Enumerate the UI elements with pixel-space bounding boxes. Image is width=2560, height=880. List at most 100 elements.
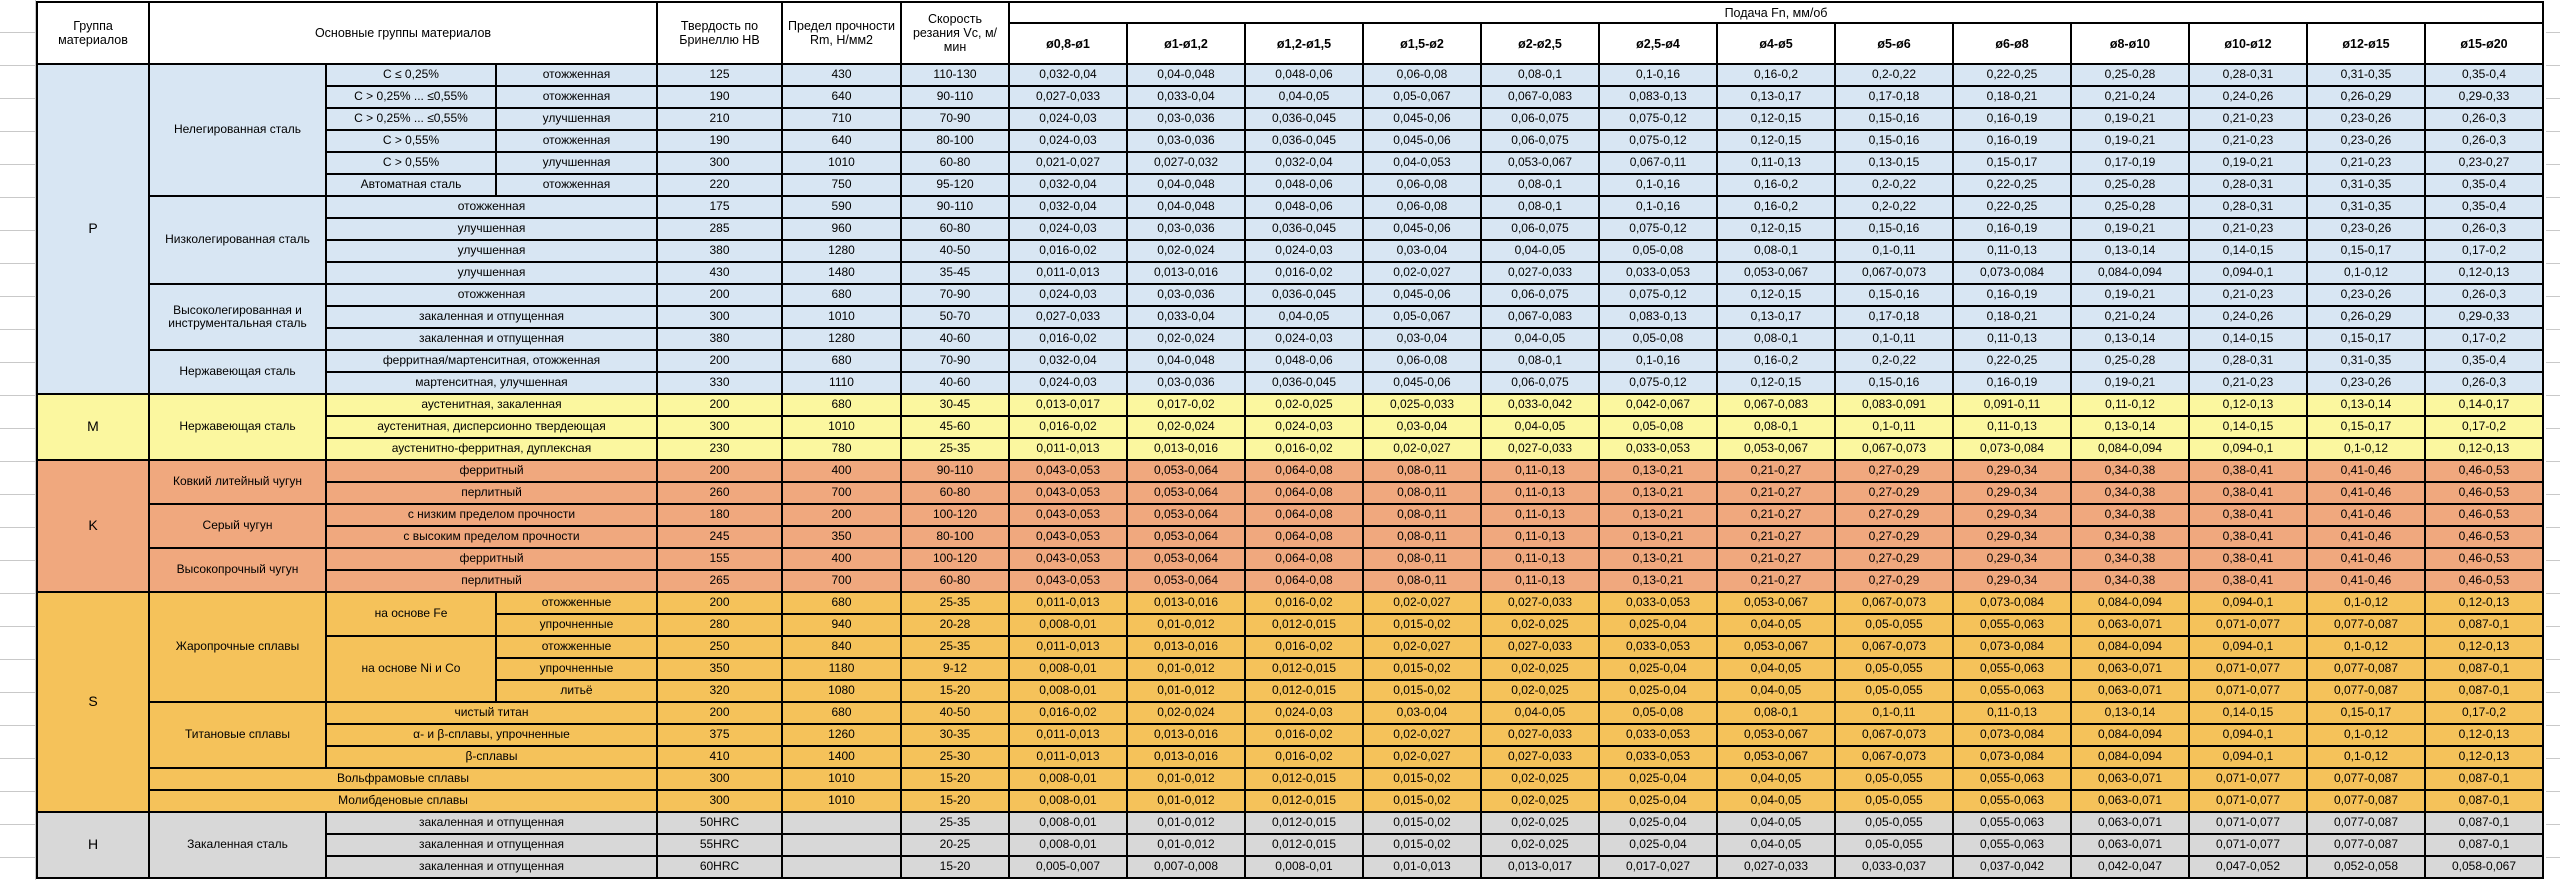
feed-cell[interactable]: 0,083-0,13 — [1599, 306, 1717, 328]
feed-cell[interactable]: 0,027-0,032 — [1127, 152, 1245, 174]
feed-cell[interactable]: 0,34-0,38 — [2071, 526, 2189, 548]
feed-cell[interactable]: 0,015-0,02 — [1363, 614, 1481, 636]
feed-cell[interactable]: 0,1-0,12 — [2307, 636, 2425, 658]
feed-cell[interactable]: 0,21-0,27 — [1717, 482, 1835, 504]
feed-cell[interactable]: 0,02-0,027 — [1363, 746, 1481, 768]
hardness-cell[interactable]: 285 — [657, 218, 782, 240]
feed-cell[interactable]: 0,19-0,21 — [2071, 130, 2189, 152]
feed-cell[interactable]: 0,053-0,064 — [1127, 526, 1245, 548]
feed-cell[interactable]: 0,46-0,53 — [2425, 460, 2543, 482]
feed-cell[interactable]: 0,27-0,29 — [1835, 526, 1953, 548]
feed-cell[interactable]: 0,34-0,38 — [2071, 460, 2189, 482]
feed-cell[interactable]: 0,34-0,38 — [2071, 548, 2189, 570]
feed-cell[interactable]: 0,03-0,04 — [1363, 240, 1481, 262]
feed-cell[interactable]: 0,024-0,03 — [1245, 702, 1363, 724]
cutting-speed-cell[interactable]: 35-45 — [901, 262, 1009, 284]
feed-cell[interactable]: 0,15-0,17 — [2307, 328, 2425, 350]
feed-cell[interactable]: 0,064-0,08 — [1245, 526, 1363, 548]
feed-cell[interactable]: 0,13-0,21 — [1599, 570, 1717, 592]
feed-cell[interactable]: 0,12-0,15 — [1717, 130, 1835, 152]
feed-cell[interactable]: 0,064-0,08 — [1245, 548, 1363, 570]
feed-cell[interactable]: 0,21-0,27 — [1717, 504, 1835, 526]
feed-cell[interactable]: 0,31-0,35 — [2307, 196, 2425, 218]
feed-cell[interactable]: 0,11-0,13 — [1953, 328, 2071, 350]
feed-cell[interactable]: 0,071-0,077 — [2189, 790, 2307, 812]
feed-cell[interactable]: 0,008-0,01 — [1009, 834, 1127, 856]
hardness-cell[interactable]: 190 — [657, 130, 782, 152]
strength-cell[interactable]: 1010 — [782, 416, 901, 438]
cutting-speed-cell[interactable]: 30-35 — [901, 724, 1009, 746]
feed-cell[interactable]: 0,22-0,25 — [1953, 174, 2071, 196]
feed-cell[interactable]: 0,08-0,1 — [1481, 174, 1599, 196]
feed-cell[interactable]: 0,03-0,036 — [1127, 372, 1245, 394]
header-diameter-range[interactable]: ø15-ø20 — [2425, 23, 2543, 64]
feed-cell[interactable]: 0,02-0,027 — [1363, 438, 1481, 460]
feed-cell[interactable]: 0,094-0,1 — [2189, 746, 2307, 768]
feed-cell[interactable]: 0,063-0,071 — [2071, 768, 2189, 790]
feed-cell[interactable]: 0,03-0,04 — [1363, 702, 1481, 724]
feed-cell[interactable]: 0,012-0,015 — [1245, 834, 1363, 856]
feed-cell[interactable]: 0,017-0,02 — [1127, 394, 1245, 416]
hardness-cell[interactable]: 220 — [657, 174, 782, 196]
strength-cell[interactable]: 680 — [782, 592, 901, 614]
feed-cell[interactable]: 0,042-0,067 — [1599, 394, 1717, 416]
feed-cell[interactable]: 0,15-0,17 — [2307, 702, 2425, 724]
feed-cell[interactable]: 0,03-0,036 — [1127, 130, 1245, 152]
feed-cell[interactable]: 0,15-0,17 — [1953, 152, 2071, 174]
feed-cell[interactable]: 0,15-0,16 — [1835, 218, 1953, 240]
feed-cell[interactable]: 0,011-0,013 — [1009, 262, 1127, 284]
material-family-cell[interactable]: Серый чугун — [149, 504, 326, 548]
feed-cell[interactable]: 0,13-0,21 — [1599, 526, 1717, 548]
cutting-speed-cell[interactable]: 60-80 — [901, 152, 1009, 174]
feed-cell[interactable]: 0,01-0,012 — [1127, 790, 1245, 812]
hardness-cell[interactable]: 155 — [657, 548, 782, 570]
feed-cell[interactable]: 0,04-0,048 — [1127, 196, 1245, 218]
hardness-cell[interactable]: 125 — [657, 64, 782, 86]
feed-cell[interactable]: 0,094-0,1 — [2189, 262, 2307, 284]
strength-cell[interactable]: 590 — [782, 196, 901, 218]
feed-cell[interactable]: 0,048-0,06 — [1245, 174, 1363, 196]
material-desc-cell[interactable]: закаленная и отпущенная — [326, 306, 657, 328]
feed-cell[interactable]: 0,067-0,073 — [1835, 724, 1953, 746]
feed-cell[interactable]: 0,083-0,13 — [1599, 86, 1717, 108]
feed-cell[interactable]: 0,04-0,05 — [1481, 240, 1599, 262]
feed-cell[interactable]: 0,025-0,04 — [1599, 614, 1717, 636]
feed-cell[interactable]: 0,064-0,08 — [1245, 460, 1363, 482]
feed-cell[interactable]: 0,18-0,21 — [1953, 306, 2071, 328]
feed-cell[interactable]: 0,036-0,045 — [1245, 284, 1363, 306]
feed-cell[interactable]: 0,043-0,053 — [1009, 504, 1127, 526]
feed-cell[interactable]: 0,064-0,08 — [1245, 482, 1363, 504]
feed-cell[interactable]: 0,14-0,17 — [2425, 394, 2543, 416]
feed-cell[interactable]: 0,053-0,067 — [1717, 636, 1835, 658]
feed-cell[interactable]: 0,12-0,13 — [2425, 636, 2543, 658]
feed-cell[interactable]: 0,087-0,1 — [2425, 812, 2543, 834]
material-sub-cell[interactable]: C > 0,55% — [326, 130, 496, 152]
feed-cell[interactable]: 0,071-0,077 — [2189, 658, 2307, 680]
strength-cell[interactable]: 1480 — [782, 262, 901, 284]
feed-cell[interactable]: 0,036-0,045 — [1245, 218, 1363, 240]
feed-cell[interactable]: 0,04-0,05 — [1481, 328, 1599, 350]
feed-cell[interactable]: 0,02-0,025 — [1481, 614, 1599, 636]
feed-cell[interactable]: 0,087-0,1 — [2425, 680, 2543, 702]
header-diameter-range[interactable]: ø2-ø2,5 — [1481, 23, 1599, 64]
hardness-cell[interactable]: 230 — [657, 438, 782, 460]
material-family-cell[interactable]: Высокопрочный чугун — [149, 548, 326, 592]
feed-cell[interactable]: 0,045-0,06 — [1363, 284, 1481, 306]
feed-cell[interactable]: 0,063-0,071 — [2071, 614, 2189, 636]
feed-cell[interactable]: 0,1-0,11 — [1835, 416, 1953, 438]
feed-cell[interactable]: 0,016-0,02 — [1009, 416, 1127, 438]
feed-cell[interactable]: 0,21-0,23 — [2189, 130, 2307, 152]
strength-cell[interactable]: 350 — [782, 526, 901, 548]
feed-cell[interactable]: 0,29-0,34 — [1953, 526, 2071, 548]
cutting-speed-cell[interactable]: 40-60 — [901, 328, 1009, 350]
feed-cell[interactable]: 0,46-0,53 — [2425, 548, 2543, 570]
feed-cell[interactable]: 0,17-0,18 — [1835, 306, 1953, 328]
hardness-cell[interactable]: 50HRC — [657, 812, 782, 834]
feed-cell[interactable]: 0,02-0,025 — [1245, 394, 1363, 416]
feed-cell[interactable]: 0,08-0,11 — [1363, 482, 1481, 504]
feed-cell[interactable]: 0,025-0,04 — [1599, 812, 1717, 834]
feed-cell[interactable]: 0,04-0,05 — [1717, 790, 1835, 812]
group-code-cell[interactable]: K — [37, 460, 149, 592]
feed-cell[interactable]: 0,067-0,083 — [1481, 306, 1599, 328]
feed-cell[interactable]: 0,033-0,053 — [1599, 746, 1717, 768]
